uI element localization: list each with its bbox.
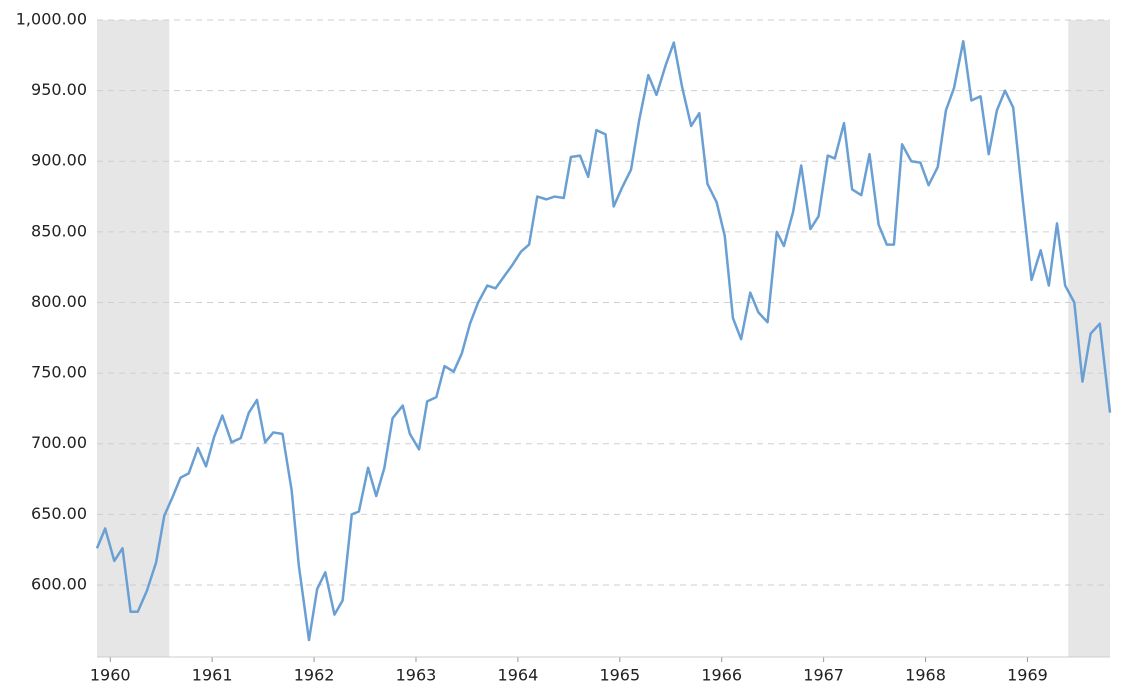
y-tick-label: 650.00: [31, 504, 87, 523]
y-tick-label: 950.00: [31, 80, 87, 99]
x-tick-label: 1960: [90, 666, 131, 685]
x-tick-label: 1964: [498, 666, 539, 685]
y-tick-label: 700.00: [31, 433, 87, 452]
x-tick-label: 1963: [396, 666, 437, 685]
x-tick-label: 1962: [294, 666, 335, 685]
y-tick-label: 750.00: [31, 363, 87, 382]
shaded-range: [97, 20, 170, 657]
x-tick-label: 1969: [1007, 666, 1048, 685]
y-tick-label: 800.00: [31, 292, 87, 311]
x-tick-label: 1961: [192, 666, 233, 685]
y-tick-label: 850.00: [31, 221, 87, 240]
line-series: [95, 39, 1112, 642]
y-tick-label: 600.00: [31, 574, 87, 593]
x-tick-label: 1966: [701, 666, 742, 685]
y-tick-label: 900.00: [31, 151, 87, 170]
x-tick-label: 1968: [905, 666, 946, 685]
x-tick-label: 1967: [803, 666, 844, 685]
x-tick-label: 1965: [599, 666, 640, 685]
y-tick-label: 1,000.00: [16, 10, 87, 29]
